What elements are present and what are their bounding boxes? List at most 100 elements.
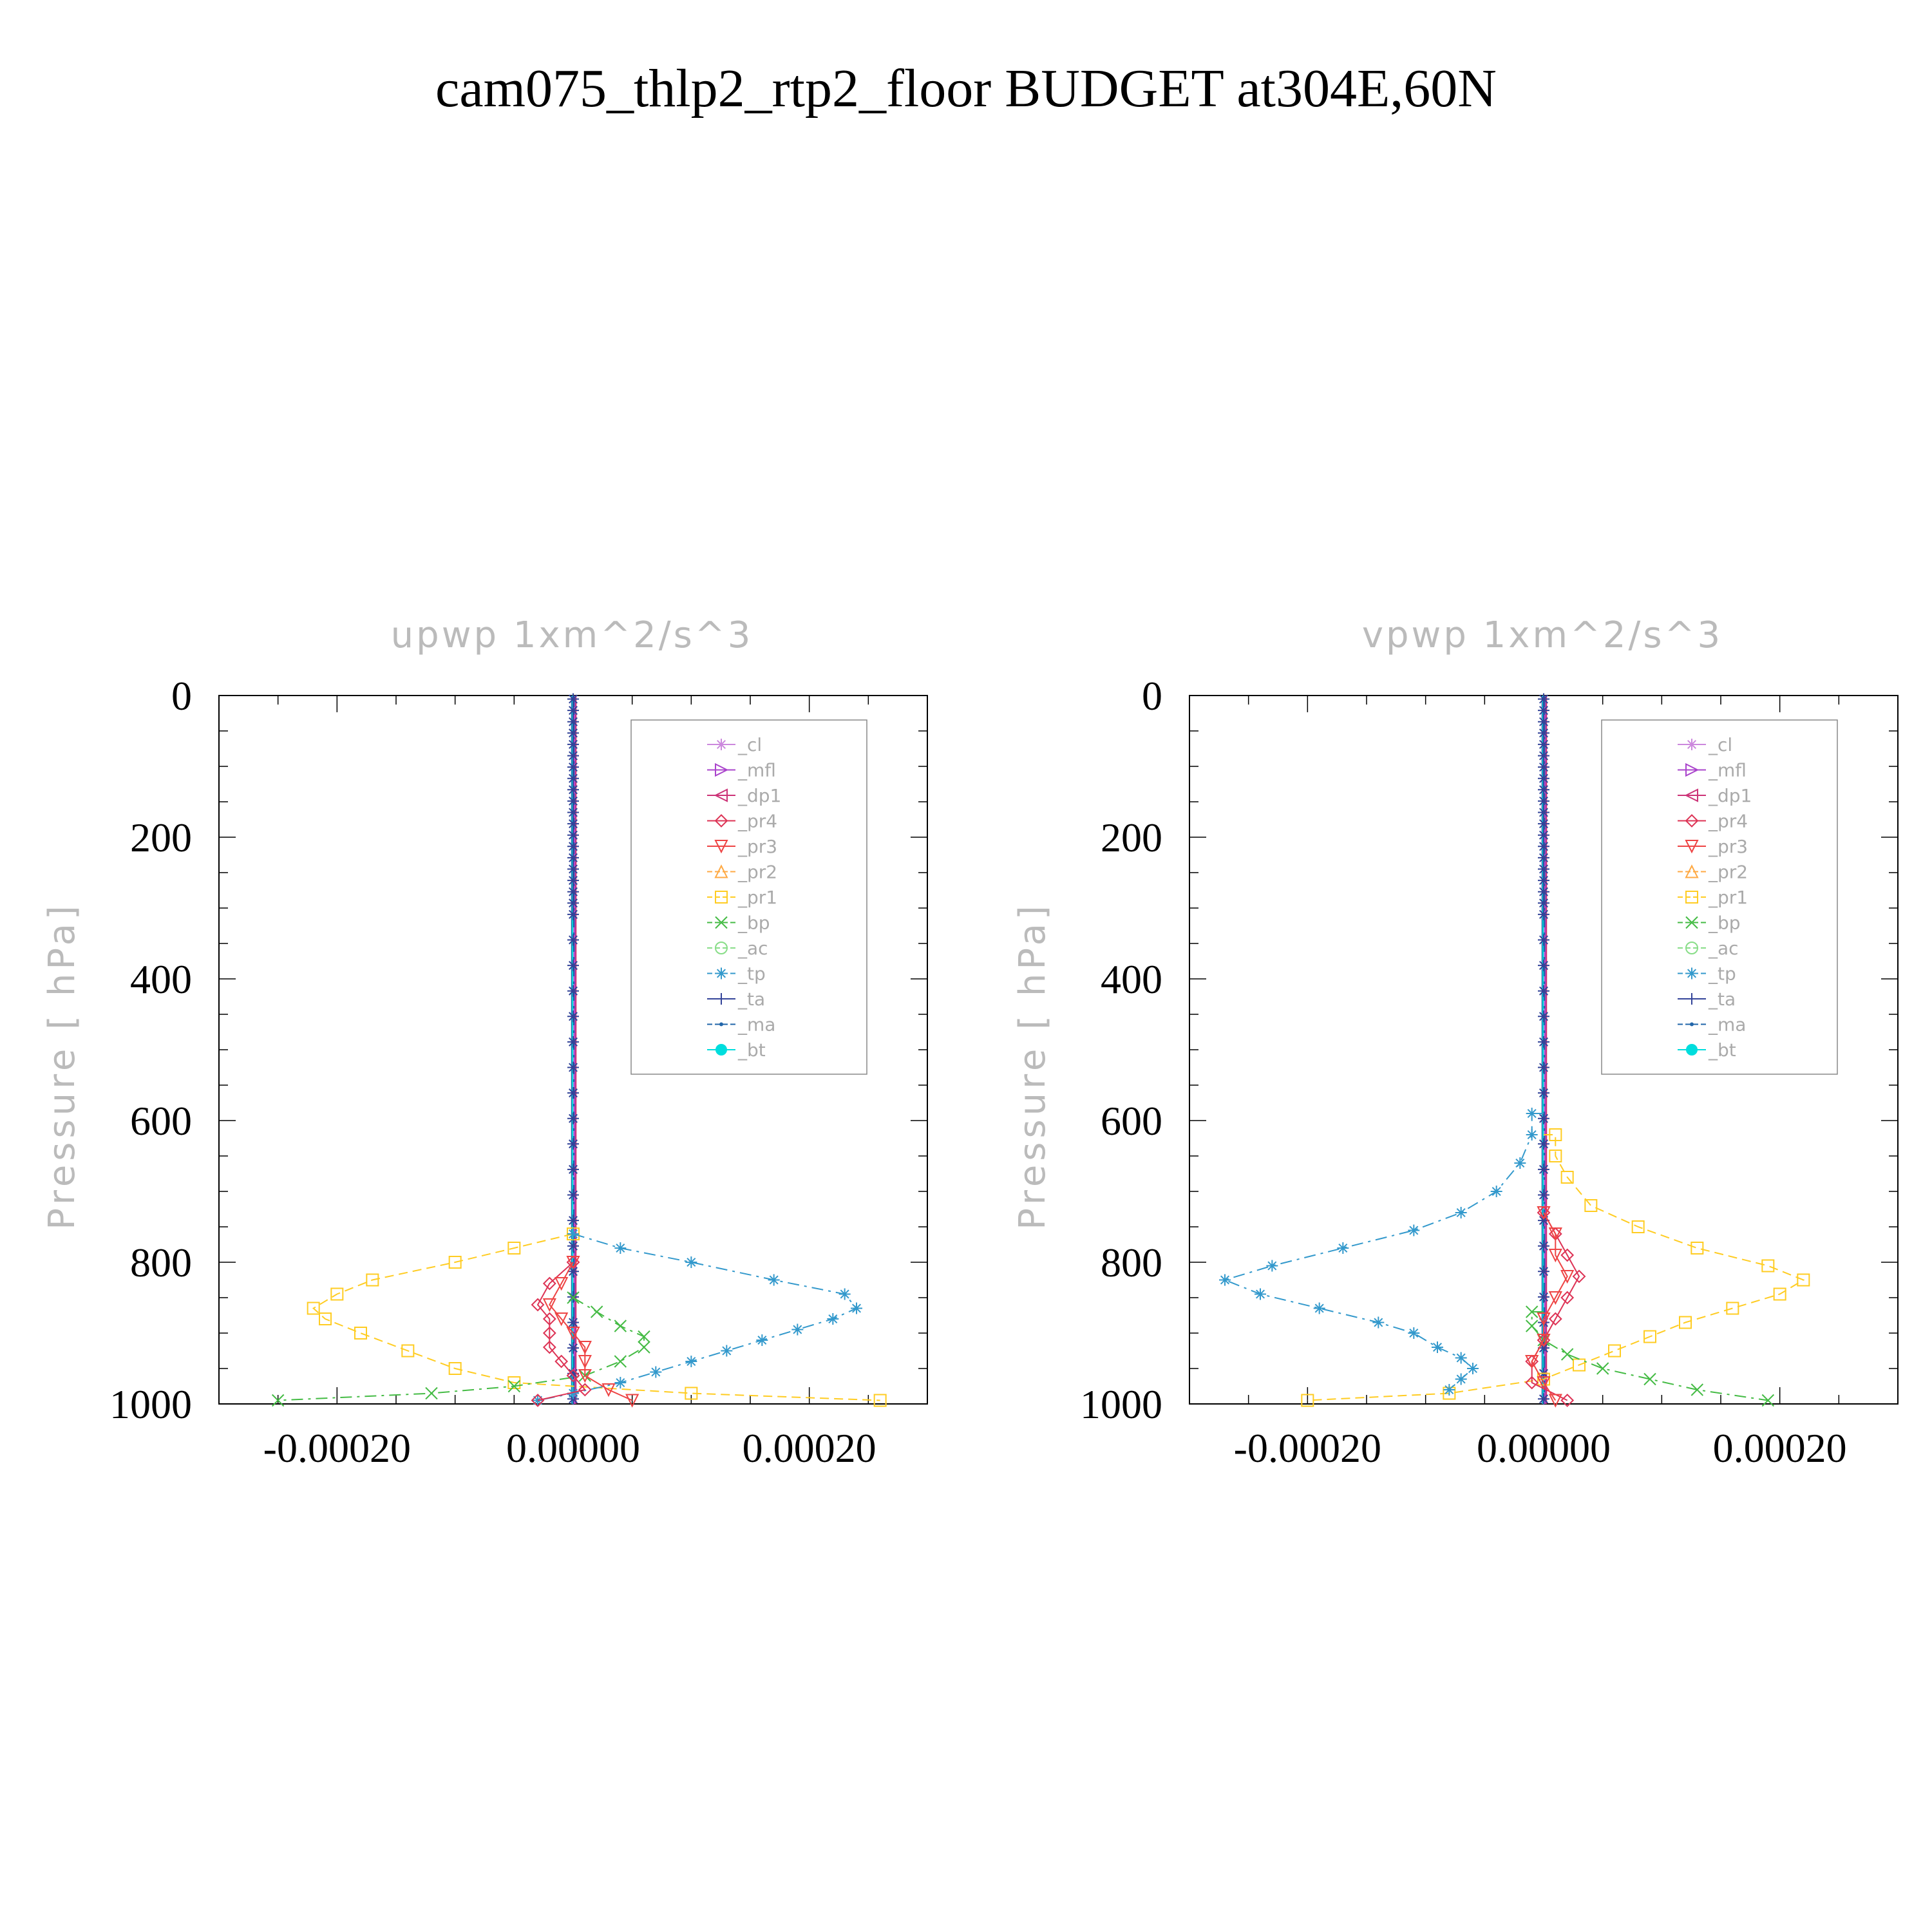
legend-item: _ac [707, 938, 768, 959]
legend-label: _pr4 [737, 811, 777, 832]
data-point [1679, 1316, 1692, 1329]
legend-swatch-marker [1690, 1022, 1694, 1027]
near-zero-marker [1538, 1342, 1549, 1354]
legend-swatch-marker [714, 814, 728, 828]
data-point [1596, 1362, 1609, 1375]
legend-box [1601, 719, 1838, 1075]
data-point [1631, 1220, 1645, 1233]
legend-label: _ac [1708, 938, 1739, 959]
y-tick-label: 1000 [109, 1381, 192, 1427]
near-zero-marker [567, 1087, 579, 1099]
data-point [1560, 1270, 1575, 1284]
data-point [1408, 1224, 1420, 1236]
legend-label: _pr2 [1708, 862, 1748, 883]
legend-item: _ma [707, 1014, 775, 1036]
legend-swatch-marker [715, 762, 729, 777]
panel-vpwp: vpwp 1xm^2/s^3 Pressure [ hPa] 0 200 400 60… [1012, 614, 1899, 1471]
near-zero-marker [567, 1138, 579, 1150]
data-point [601, 1383, 616, 1397]
y-axis: 0 200 400 600 800 1000 [1080, 673, 1898, 1427]
data-point [1467, 1363, 1479, 1374]
near-zero-marker [1538, 1265, 1549, 1278]
series-line [278, 1297, 645, 1401]
near-zero-marker [567, 1265, 579, 1278]
legend-swatch-marker [714, 864, 728, 878]
near-zero-marker [567, 863, 579, 875]
near-zero-marker [567, 1010, 579, 1023]
data-point [354, 1327, 367, 1340]
legend-swatch-marker [1686, 739, 1698, 750]
legend-swatch-marker [1685, 891, 1698, 904]
legend-label: _pr1 [737, 887, 777, 908]
data-point [554, 1277, 569, 1291]
data-point [1337, 1242, 1349, 1254]
panel-title: upwp 1xm^2/s^3 [391, 614, 753, 656]
data-point [567, 1291, 580, 1304]
near-zero-marker [567, 1112, 579, 1124]
legend-item: _bp [707, 913, 770, 934]
legend-label: _pr4 [1708, 811, 1748, 832]
near-zero-marker [1538, 1112, 1549, 1124]
legend-item: _ac [1678, 938, 1739, 959]
data-point [768, 1274, 780, 1286]
near-zero-marker [1538, 761, 1549, 773]
x-tick-label: -0.00020 [1234, 1425, 1381, 1471]
data-point [366, 1273, 379, 1287]
data-point [1548, 1291, 1562, 1305]
legend-label: _ta [737, 989, 765, 1010]
near-zero-marker [1538, 985, 1549, 997]
series-bp [1525, 1305, 1775, 1407]
legend-swatch-marker [715, 916, 728, 929]
near-zero-marker [1538, 908, 1549, 920]
legend-label: _ma [1708, 1014, 1746, 1036]
legend-swatch-marker [715, 1044, 727, 1056]
data-point [319, 1312, 332, 1325]
data-point [1537, 1372, 1550, 1386]
legend-label: _pr1 [1708, 887, 1748, 908]
legend-swatch-marker [715, 891, 728, 904]
legend-swatch-marker [715, 967, 727, 980]
near-zero-marker [567, 772, 579, 784]
y-tick-label: 0 [1142, 673, 1162, 719]
data-point [614, 1355, 627, 1368]
near-zero-marker [1538, 875, 1549, 887]
near-zero-marker [1538, 705, 1549, 717]
data-point [1537, 1334, 1551, 1348]
data-point [1690, 1383, 1704, 1396]
data-point [567, 1387, 579, 1399]
data-point [1537, 1312, 1551, 1327]
legend: _cl _mfl _dp1 _pr4 _pr3 _pr2 _pr1 _bp _ac _tp _ta _… [1601, 719, 1838, 1075]
y-tick-label: 600 [1101, 1098, 1162, 1144]
data-point [401, 1344, 415, 1358]
series-pr1 [307, 1227, 887, 1407]
near-zero-marker [1538, 727, 1549, 739]
x-tick-label: 0.00000 [506, 1425, 640, 1471]
data-point [685, 1356, 697, 1367]
x-axis: -0.00020 0.00000 0.00020 [1189, 696, 1899, 1471]
data-point [507, 1242, 521, 1255]
data-point [1526, 1129, 1538, 1141]
panel-upwp: upwp 1xm^2/s^3 Pressure [ hPa] 0 200 400 60… [41, 614, 928, 1471]
data-point [1408, 1327, 1420, 1339]
data-point [1525, 1320, 1539, 1332]
data-point [1514, 1157, 1526, 1169]
data-point [1219, 1274, 1231, 1286]
near-zero-marker [1538, 863, 1549, 875]
legend-label: _ta [1708, 989, 1736, 1010]
legend-item: _ta [1678, 989, 1736, 1010]
near-zero-marker [567, 727, 579, 739]
legend-item: _pr2 [1678, 862, 1748, 883]
near-zero-marker [567, 818, 579, 830]
data-point [330, 1287, 344, 1301]
data-point [1560, 1248, 1575, 1262]
x-tick-label: 0.00000 [1477, 1425, 1611, 1471]
near-zero-marker [1538, 886, 1549, 898]
data-point [566, 1327, 580, 1341]
legend-item: _ma [1678, 1014, 1746, 1036]
near-zero-marker [1538, 1138, 1549, 1150]
data-point [425, 1387, 438, 1400]
legend-swatch-marker [1684, 788, 1698, 802]
data-point [1572, 1269, 1586, 1283]
data-point [1584, 1199, 1598, 1212]
legend-label: _dp1 [737, 785, 781, 806]
